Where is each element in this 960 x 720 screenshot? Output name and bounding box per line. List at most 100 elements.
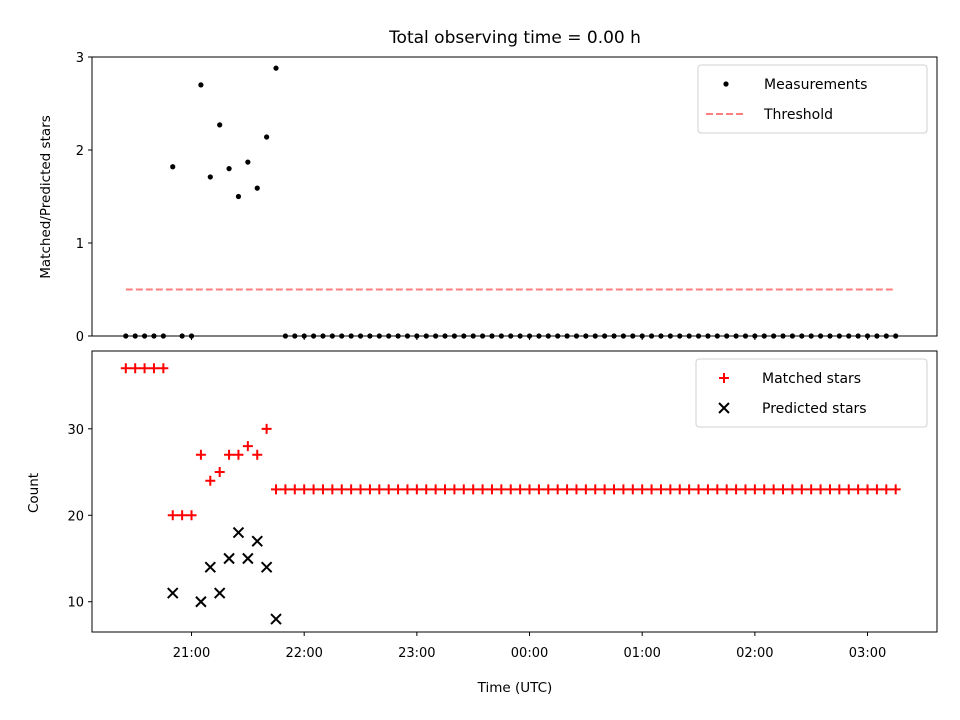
measurements-legend-label: Measurements — [764, 77, 867, 93]
matched-stars-point — [759, 484, 770, 495]
measurements-point — [320, 333, 326, 339]
measurements-point — [254, 185, 260, 191]
measurements-point — [583, 333, 589, 339]
matched-stars-point — [214, 467, 225, 478]
predicted-stars-point — [204, 561, 217, 573]
measurements-point — [827, 333, 833, 339]
measurements-point — [451, 333, 458, 339]
matched-stars-point — [139, 363, 150, 374]
matched-stars-legend-label: Matched stars — [762, 371, 861, 387]
matched-stars-point — [702, 484, 713, 495]
measurements-point — [611, 333, 617, 339]
measurements-point — [339, 333, 345, 339]
predicted-stars-point — [232, 526, 245, 539]
threshold-legend-label: Threshold — [763, 107, 833, 123]
measurements-point — [479, 333, 486, 339]
measurements-legend-marker — [723, 81, 729, 87]
measurements-point — [592, 333, 598, 339]
matched-stars-point — [421, 484, 432, 495]
matched-stars-point — [853, 484, 864, 495]
matched-stars-point — [731, 484, 742, 495]
measurements-point — [245, 159, 251, 165]
measurements-point — [799, 333, 805, 339]
measurements-point — [686, 333, 692, 339]
matched-stars-point — [580, 484, 591, 495]
matched-stars-point — [468, 484, 479, 495]
matched-stars-point — [665, 484, 676, 495]
matched-stars-point — [252, 449, 263, 460]
matched-stars-point — [205, 475, 216, 486]
measurements-point — [470, 333, 476, 339]
measurements-point — [761, 333, 767, 339]
matched-stars-point — [843, 484, 854, 495]
matched-stars-point — [740, 484, 751, 495]
measurements-point — [846, 333, 852, 339]
bottom-x-tick-label: 22:00 — [285, 646, 322, 661]
matched-stars-point — [242, 441, 253, 452]
measurements-point — [733, 333, 739, 339]
measurements-point — [855, 333, 861, 339]
matched-stars-legend-marker — [719, 373, 729, 383]
measurements-point — [695, 333, 702, 339]
matched-stars-point — [336, 484, 347, 495]
matched-stars-point — [308, 484, 319, 495]
matched-stars-point — [411, 484, 422, 495]
measurements-point — [808, 333, 814, 339]
matched-stars-point — [824, 484, 835, 495]
measurements-point — [273, 65, 279, 71]
matched-stars-point — [815, 484, 826, 495]
matched-stars-point — [787, 484, 798, 495]
measurements-point — [705, 333, 711, 339]
bottom-x-tick-label: 00:00 — [511, 646, 548, 661]
top-panel: 0 1 2 3 Measurements Threshold — [76, 51, 938, 345]
measurements-point — [310, 333, 317, 339]
matched-stars-point — [289, 484, 300, 495]
measurements-point — [789, 333, 796, 339]
matched-stars-point — [186, 510, 197, 521]
matched-stars-point — [609, 484, 620, 495]
measurements-point — [141, 333, 148, 339]
matched-stars-point — [120, 363, 131, 374]
matched-stars-point — [862, 484, 873, 495]
bottom-x-tick-label: 21:00 — [173, 646, 210, 661]
measurements-point — [226, 166, 232, 172]
matched-stars-point — [374, 484, 385, 495]
measurements-point — [864, 333, 871, 339]
measurements-point — [602, 333, 608, 339]
bottom-y-tick-label: 20 — [67, 509, 84, 524]
measurements-point — [630, 333, 636, 339]
measurements-point — [282, 333, 289, 339]
measurements-point — [160, 333, 166, 339]
matched-stars-point — [806, 484, 817, 495]
predicted-stars-legend-marker — [718, 402, 730, 414]
matched-stars-point — [890, 484, 901, 495]
matched-stars-point — [280, 484, 291, 495]
measurements-point — [329, 333, 335, 339]
matched-stars-point — [627, 484, 638, 495]
matched-stars-point — [834, 484, 845, 495]
measurements-point — [357, 333, 364, 339]
measurements-point — [526, 333, 533, 339]
measurements-point — [498, 333, 504, 339]
matched-stars-point — [524, 484, 535, 495]
measurements-point — [433, 333, 439, 339]
matched-stars-point — [346, 484, 357, 495]
matched-stars-point — [881, 484, 892, 495]
matched-stars-point — [393, 484, 404, 495]
measurements-point — [348, 333, 354, 339]
measurements-point — [752, 333, 758, 339]
top-legend-box — [697, 64, 928, 134]
measurements-point — [217, 122, 223, 128]
matched-stars-point — [515, 484, 526, 495]
top-y-axis-label: Matched/Predicted stars — [38, 115, 54, 278]
measurements-point — [545, 333, 551, 339]
matched-stars-point — [327, 484, 338, 495]
matched-stars-point — [684, 484, 695, 495]
measurements-point — [292, 333, 298, 339]
matched-stars-point — [355, 484, 366, 495]
measurements-point — [771, 333, 777, 339]
bottom-y-axis-label: Count — [26, 473, 42, 513]
measurements-point — [883, 333, 889, 339]
matched-stars-point — [148, 363, 159, 374]
